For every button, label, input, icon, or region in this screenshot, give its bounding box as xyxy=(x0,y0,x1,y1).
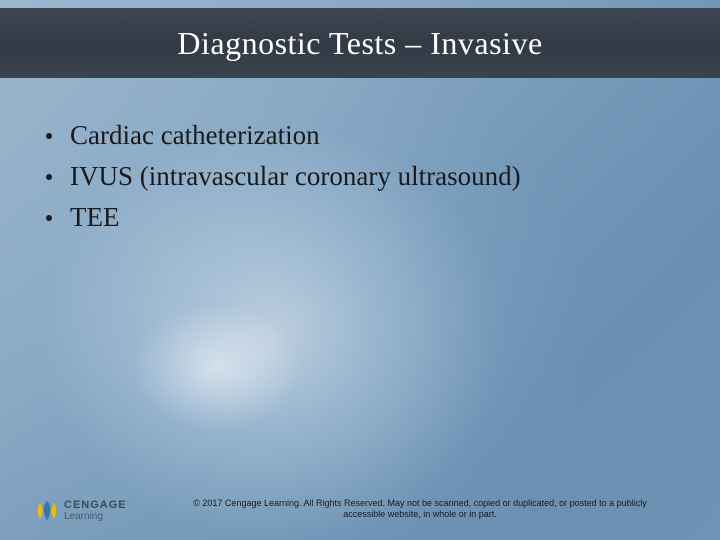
logo-mark-icon xyxy=(36,500,58,522)
logo-line1: CENGAGE xyxy=(64,500,127,511)
title-bar: Diagnostic Tests – Invasive xyxy=(0,8,720,78)
bullet-icon xyxy=(46,215,52,221)
content-area: Cardiac catheterization IVUS (intravascu… xyxy=(40,118,680,241)
bullet-text: TEE xyxy=(70,200,119,235)
copyright-text: © 2017 Cengage Learning. All Rights Rese… xyxy=(180,498,660,521)
list-item: TEE xyxy=(40,200,680,235)
slide-title: Diagnostic Tests – Invasive xyxy=(177,25,542,62)
list-item: Cardiac catheterization xyxy=(40,118,680,153)
bullet-icon xyxy=(46,133,52,139)
slide: Diagnostic Tests – Invasive Cardiac cath… xyxy=(0,0,720,540)
logo-text: CENGAGE Learning xyxy=(64,500,127,522)
footer: CENGAGE Learning © 2017 Cengage Learning… xyxy=(0,486,720,526)
bullet-text: Cardiac catheterization xyxy=(70,118,320,153)
logo-line2: Learning xyxy=(64,512,127,522)
bullet-icon xyxy=(46,174,52,180)
bullet-text: IVUS (intravascular coronary ultrasound) xyxy=(70,159,521,194)
list-item: IVUS (intravascular coronary ultrasound) xyxy=(40,159,680,194)
publisher-logo: CENGAGE Learning xyxy=(36,500,127,522)
